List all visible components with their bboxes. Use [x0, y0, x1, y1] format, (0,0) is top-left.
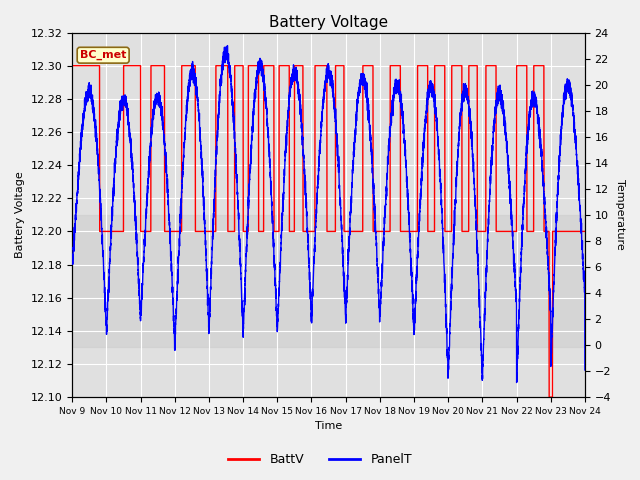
- BattV: [577, 228, 585, 234]
- PanelT: [193, 92, 200, 97]
- BattV: [190, 63, 198, 69]
- BattV: [298, 63, 306, 69]
- BattV: [262, 63, 269, 69]
- Y-axis label: Battery Voltage: Battery Voltage: [15, 171, 25, 258]
- Title: Battery Voltage: Battery Voltage: [269, 15, 388, 30]
- BattV: [581, 228, 589, 234]
- PanelT: [223, 43, 231, 48]
- BattV: [188, 63, 195, 69]
- Line: BattV: BattV: [72, 66, 585, 397]
- PanelT: [190, 68, 198, 74]
- Y-axis label: Temperature: Temperature: [615, 180, 625, 250]
- PanelT: [577, 217, 585, 223]
- Legend: BattV, PanelT: BattV, PanelT: [223, 448, 417, 471]
- PanelT: [188, 66, 195, 72]
- BattV: [193, 228, 200, 234]
- BattV: [68, 63, 76, 69]
- Bar: [72, 215, 585, 348]
- PanelT: [298, 126, 306, 132]
- PanelT: [262, 101, 269, 107]
- PanelT: [581, 367, 589, 373]
- Line: PanelT: PanelT: [72, 46, 585, 383]
- PanelT: [513, 380, 520, 385]
- BattV: [545, 394, 553, 400]
- X-axis label: Time: Time: [315, 421, 342, 432]
- Text: BC_met: BC_met: [80, 50, 126, 60]
- PanelT: [68, 257, 76, 263]
